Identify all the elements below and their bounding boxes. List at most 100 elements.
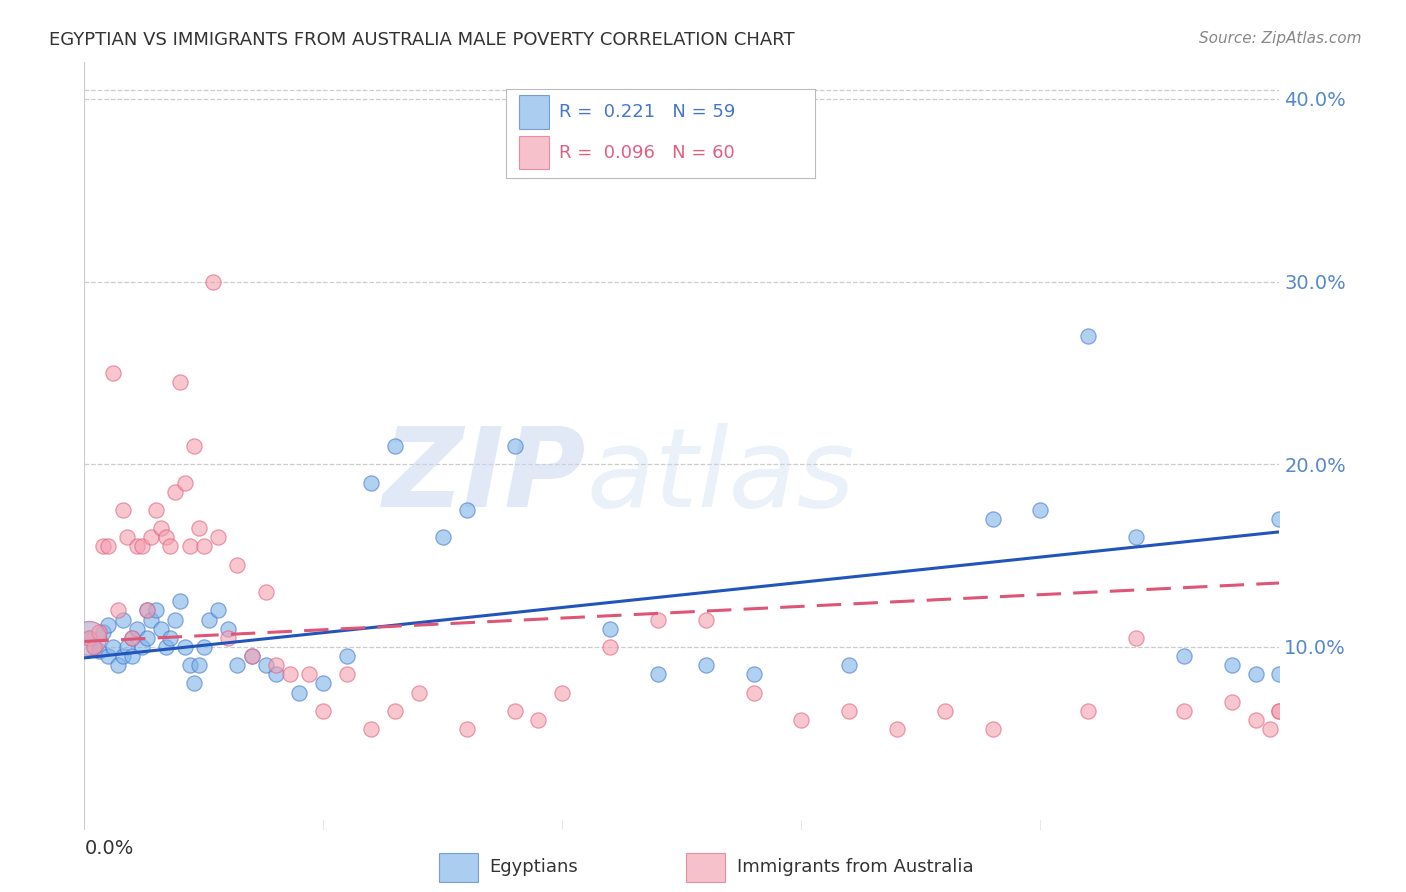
Point xyxy=(193,540,215,554)
Point xyxy=(312,704,335,718)
Point xyxy=(599,640,621,654)
Point xyxy=(131,640,153,654)
Point xyxy=(173,640,195,654)
Point xyxy=(1077,329,1099,343)
Text: R =  0.221   N = 59: R = 0.221 N = 59 xyxy=(558,103,735,121)
Point xyxy=(360,475,382,490)
Point xyxy=(121,631,143,645)
Point xyxy=(193,640,215,654)
Point xyxy=(77,631,100,645)
Point xyxy=(240,648,263,663)
Point xyxy=(1244,713,1267,727)
Point xyxy=(93,625,115,640)
Point xyxy=(155,640,177,654)
Point xyxy=(87,643,110,657)
Point xyxy=(288,685,311,699)
Point xyxy=(169,594,191,608)
Point xyxy=(97,540,120,554)
Point xyxy=(125,622,148,636)
Point xyxy=(121,631,143,645)
Point xyxy=(97,618,120,632)
Point xyxy=(934,704,956,718)
Point xyxy=(240,648,263,663)
Point xyxy=(456,503,478,517)
Point xyxy=(173,475,195,490)
Point xyxy=(101,366,124,380)
Point xyxy=(1268,512,1291,526)
Point xyxy=(188,658,211,673)
Point xyxy=(141,613,163,627)
Point xyxy=(254,658,277,673)
Point xyxy=(207,530,229,544)
Text: Egyptians: Egyptians xyxy=(489,858,578,877)
Point xyxy=(551,685,574,699)
Point xyxy=(159,540,181,554)
Point xyxy=(1173,704,1195,718)
Point xyxy=(155,530,177,544)
Point xyxy=(226,658,249,673)
Point xyxy=(1125,631,1147,645)
Point xyxy=(1258,722,1281,736)
Point xyxy=(117,640,139,654)
Point xyxy=(254,585,277,599)
Point xyxy=(197,613,219,627)
Point xyxy=(1077,704,1099,718)
Point xyxy=(527,713,550,727)
Point xyxy=(790,713,813,727)
Text: 0.0%: 0.0% xyxy=(84,838,134,858)
Bar xyxy=(519,95,550,129)
Point xyxy=(408,685,430,699)
Point xyxy=(742,685,765,699)
Point xyxy=(1125,530,1147,544)
Point xyxy=(179,658,201,673)
Point xyxy=(1268,667,1291,681)
Point xyxy=(742,667,765,681)
Point xyxy=(77,631,100,645)
Point xyxy=(97,648,120,663)
Text: atlas: atlas xyxy=(586,423,855,530)
Point xyxy=(981,512,1004,526)
Point xyxy=(647,667,669,681)
Point xyxy=(503,704,526,718)
Point xyxy=(1220,695,1243,709)
Point xyxy=(226,558,249,572)
Point xyxy=(207,603,229,617)
Point xyxy=(384,704,406,718)
Point xyxy=(217,622,239,636)
Point xyxy=(838,658,860,673)
Point xyxy=(1244,667,1267,681)
Point xyxy=(695,613,717,627)
Point xyxy=(165,484,187,499)
Text: R =  0.096   N = 60: R = 0.096 N = 60 xyxy=(558,144,734,161)
Point xyxy=(111,613,134,627)
Point xyxy=(165,613,187,627)
Point xyxy=(1268,704,1291,718)
Point xyxy=(202,275,225,289)
Point xyxy=(125,540,148,554)
Point xyxy=(188,521,211,535)
Point xyxy=(298,667,321,681)
Point xyxy=(87,625,110,640)
Point xyxy=(695,658,717,673)
Text: Immigrants from Australia: Immigrants from Australia xyxy=(737,858,973,877)
Point xyxy=(77,631,100,645)
Point xyxy=(121,648,143,663)
Point xyxy=(135,603,157,617)
Text: EGYPTIAN VS IMMIGRANTS FROM AUSTRALIA MALE POVERTY CORRELATION CHART: EGYPTIAN VS IMMIGRANTS FROM AUSTRALIA MA… xyxy=(49,31,794,49)
Point xyxy=(1220,658,1243,673)
Point xyxy=(432,530,454,544)
Point xyxy=(135,631,157,645)
Point xyxy=(107,658,129,673)
Point xyxy=(278,667,301,681)
Bar xyxy=(686,854,725,881)
Point xyxy=(336,648,359,663)
Bar xyxy=(439,854,478,881)
Point xyxy=(981,722,1004,736)
Point xyxy=(179,540,201,554)
Point xyxy=(1173,648,1195,663)
Point xyxy=(101,640,124,654)
Point xyxy=(149,622,172,636)
Point xyxy=(1029,503,1052,517)
Point xyxy=(83,640,105,654)
Point xyxy=(149,521,172,535)
